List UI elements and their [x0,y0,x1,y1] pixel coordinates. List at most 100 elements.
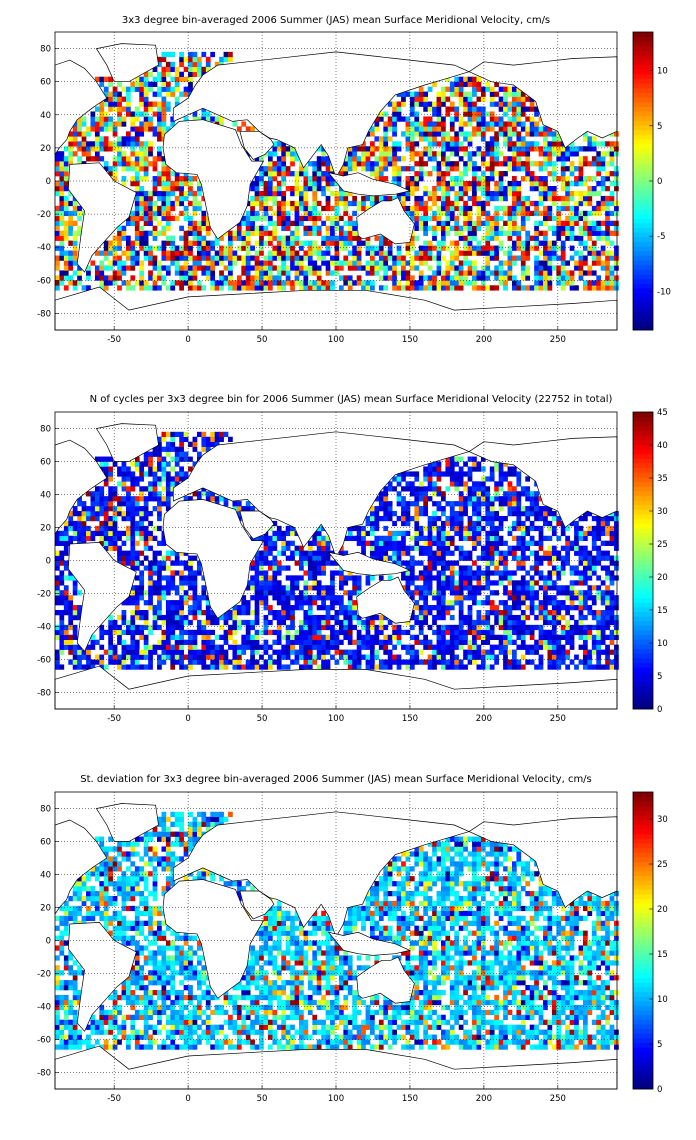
heatmap-cell [174,86,180,92]
heatmap-cell [72,126,78,132]
heatmap-cell [441,654,446,660]
heatmap-cell [418,629,424,636]
heatmap-cell [130,476,136,482]
heatmap-cell [543,280,548,286]
heatmap-cell [534,230,539,236]
heatmap-cell [591,185,597,192]
heatmap-cell [334,659,340,665]
heatmap-cell [436,260,442,266]
heatmap-cell [303,624,309,631]
heatmap-cell [423,250,428,256]
heatmap-cell [485,255,491,261]
heatmap-cell [441,614,446,621]
heatmap-cell [374,550,380,556]
heatmap-cell [139,580,145,586]
heatmap-cell [263,285,269,291]
heatmap-cell [441,205,446,212]
heatmap-cell [170,624,176,631]
heatmap-cell [267,161,273,167]
heatmap-cell [321,280,326,286]
heatmap-cell [458,181,464,187]
heatmap-cell [201,436,207,442]
heatmap-cell [449,560,455,566]
heatmap-cell [525,245,531,251]
heatmap-cell [55,245,60,251]
heatmap-cell [436,91,442,97]
heatmap-cell [334,619,340,626]
heatmap-cell [272,141,278,147]
heatmap-cell [338,595,344,601]
heatmap-cell [414,101,420,107]
heatmap-cell [445,106,451,112]
heatmap-cell [565,280,570,286]
heatmap-cell [94,106,100,112]
heatmap-cell [565,181,570,187]
heatmap-cell [498,151,504,157]
heatmap-cell [254,185,260,192]
heatmap-cell [596,166,602,172]
heatmap-cell [77,664,82,670]
heatmap-cell [569,280,575,286]
heatmap-cell [86,270,91,276]
heatmap-cell [365,515,371,522]
heatmap-cell [467,240,473,246]
heatmap-cell [507,161,513,167]
heatmap-cell [117,265,122,271]
y-tick-label: -20 [37,210,51,220]
heatmap-cell [454,461,460,467]
heatmap-cell [223,610,229,616]
heatmap-cell [174,81,180,87]
heatmap-cell [214,255,220,261]
heatmap-cell [121,614,127,621]
heatmap-cell [370,530,375,537]
heatmap-cell [534,146,539,152]
heatmap-cell [449,535,455,541]
heatmap-cell [485,270,491,276]
heatmap-cell [392,530,397,537]
heatmap-cell [401,91,406,97]
heatmap-cell [458,659,464,665]
heatmap-cell [170,91,176,97]
heatmap-cell [560,270,566,276]
heatmap-cell [565,230,570,236]
heatmap-cell [316,634,322,640]
heatmap-cell [454,245,460,251]
heatmap-cell [458,86,464,92]
heatmap-cell [392,176,397,182]
heatmap-cell [476,176,482,182]
heatmap-cell [125,511,131,517]
heatmap-cell [63,600,69,606]
heatmap-cell [356,156,362,162]
heatmap-cell [361,156,366,162]
heatmap-cell [143,101,149,107]
heatmap-cell [392,275,397,281]
heatmap-cell [254,225,260,231]
heatmap-cell [125,131,131,137]
heatmap-cell [409,644,415,650]
heatmap-cell [117,275,122,281]
heatmap-cell [325,156,331,162]
heatmap-cell [170,61,176,68]
heatmap-cell [245,126,251,132]
heatmap-cell [201,111,207,117]
heatmap-cell [134,181,140,187]
heatmap-cell [498,161,504,167]
heatmap-cell [259,166,264,172]
heatmap-cell [77,265,82,271]
heatmap-cell [108,146,113,152]
heatmap-cell [427,555,433,561]
heatmap-cell [55,664,60,670]
heatmap-cell [409,654,415,660]
heatmap-cell [525,255,531,261]
heatmap-cell [534,176,539,182]
heatmap-cell [401,131,406,137]
heatmap-cell [449,585,455,591]
heatmap-cell [507,126,513,132]
heatmap-cell [547,215,553,222]
heatmap-cell [312,265,318,271]
heatmap-cell [307,181,313,187]
heatmap-cell [596,205,602,212]
heatmap-cell [365,619,371,626]
heatmap-cell [281,270,287,276]
heatmap-cell [463,280,468,286]
